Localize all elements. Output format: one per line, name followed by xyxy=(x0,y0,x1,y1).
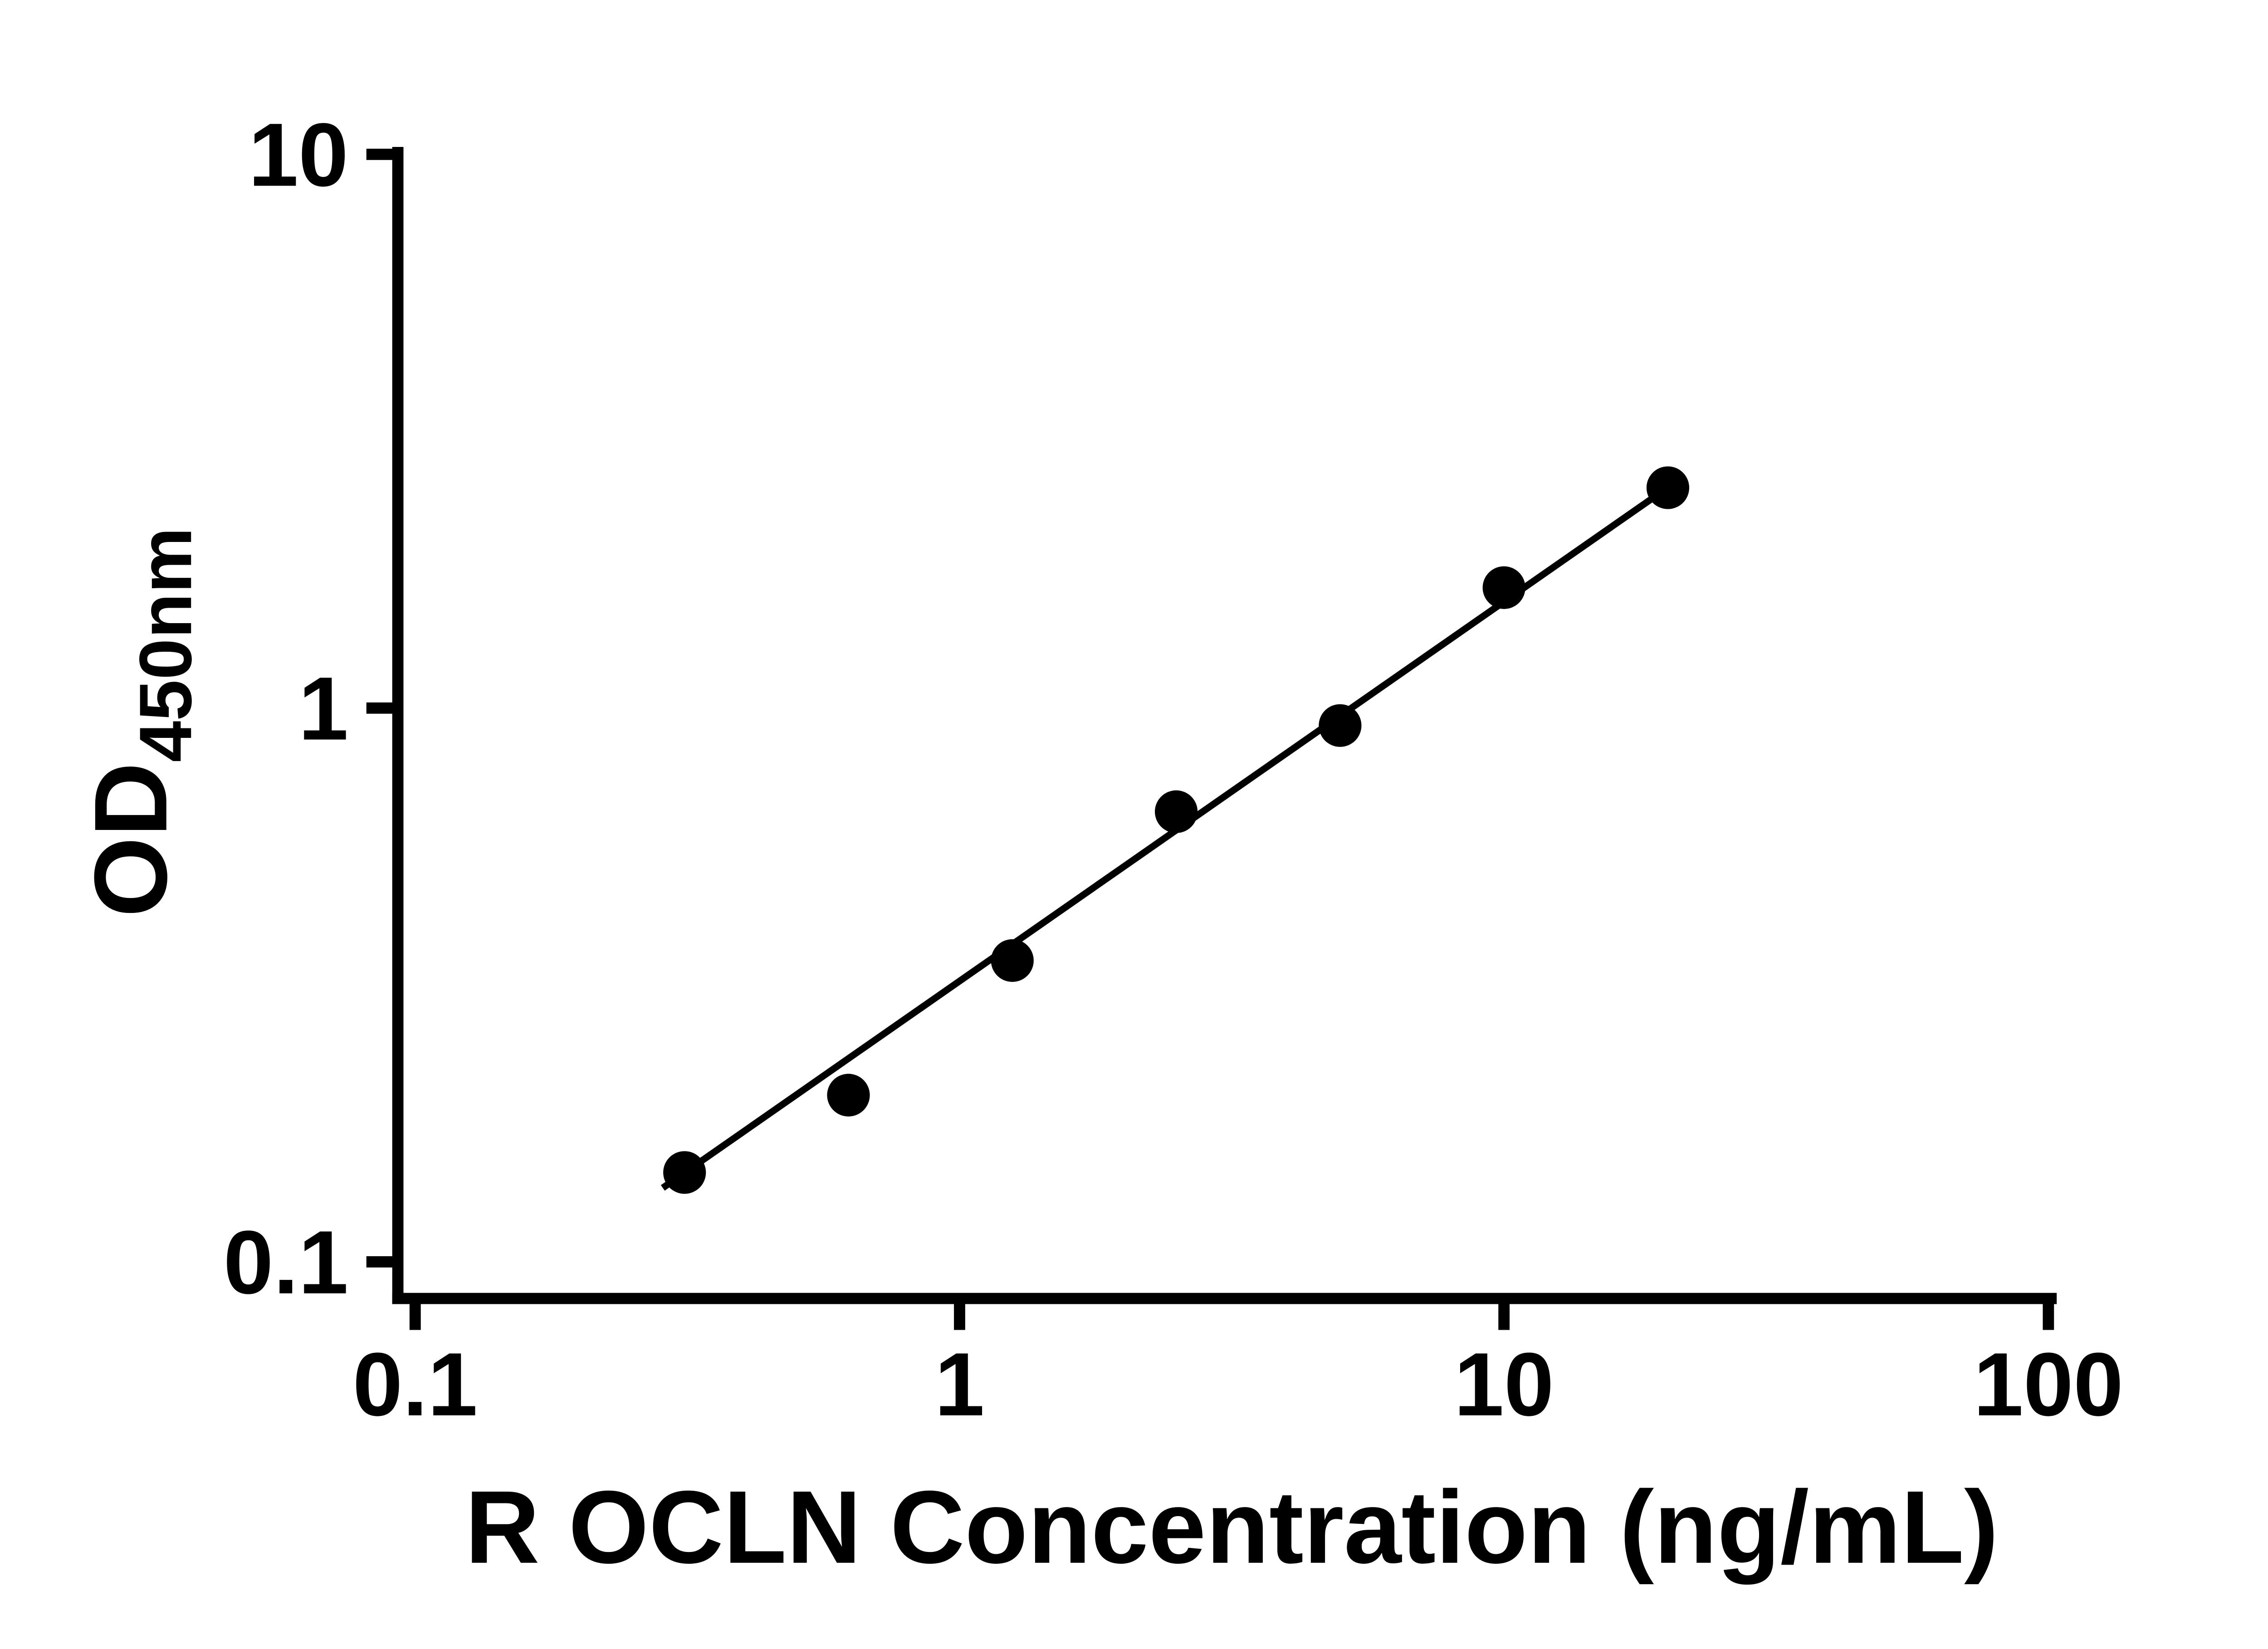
data-point xyxy=(991,939,1034,982)
data-point xyxy=(663,1151,706,1194)
plot-series xyxy=(660,466,1690,1194)
y-axis-title: OD450nm xyxy=(73,527,207,917)
data-point xyxy=(1482,566,1525,609)
x-tick-label: 10 xyxy=(1454,1335,1554,1435)
data-point xyxy=(827,1073,870,1117)
y-axis-title-main: OD xyxy=(73,762,189,917)
x-axis-title: R OCLN Concentration (ng/mL) xyxy=(465,1470,1999,1585)
y-tick-label: 10 xyxy=(249,105,348,205)
y-tick-label: 1 xyxy=(298,659,348,759)
data-point xyxy=(1646,466,1690,509)
y-tick-label: 0.1 xyxy=(224,1213,349,1313)
data-point xyxy=(1154,790,1198,833)
x-tick-label: 100 xyxy=(1974,1335,2124,1435)
x-tick-label: 0.1 xyxy=(352,1335,478,1435)
data-point xyxy=(1319,704,1362,747)
axes: 0.1 1 10 100 0.1 1 10 xyxy=(224,105,2124,1435)
x-tick-label: 1 xyxy=(934,1335,984,1435)
y-axis-title-subscript: 450nm xyxy=(124,527,207,762)
